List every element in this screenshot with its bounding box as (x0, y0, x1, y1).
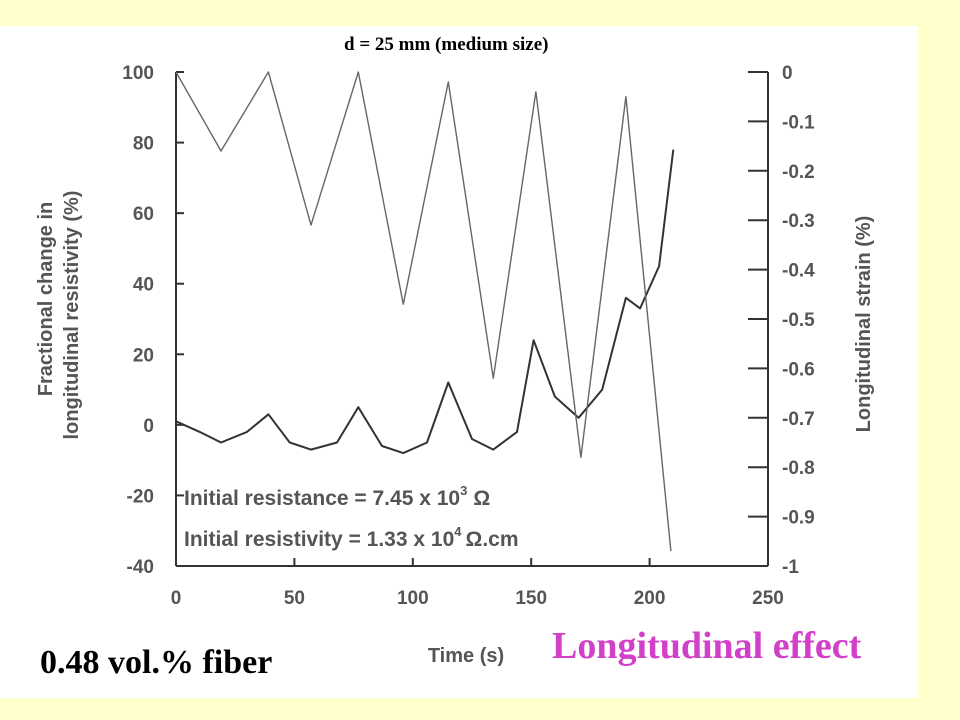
x-tick-label: 250 (752, 588, 784, 609)
x-tick-label: 150 (515, 588, 547, 609)
right-y-tick-label: -0.5 (782, 310, 815, 331)
x-axis-ticks: 0 50 100 150 200 250 (171, 558, 784, 609)
left-y-tick-label: 0 (143, 416, 154, 437)
x-tick-label: 0 (171, 588, 182, 609)
left-y-tick-label: 100 (122, 63, 154, 84)
left-y-tick-label: -40 (127, 557, 154, 578)
right-y-tick-label: -0.1 (782, 112, 815, 133)
right-y-tick-label: -0.4 (782, 261, 815, 282)
left-y-tick-label: 80 (133, 134, 154, 155)
chart-panel: 0 50 100 150 200 250 100 80 60 40 20 0 -20 -40 0 -0.1… (0, 26, 918, 698)
x-tick-label: 50 (284, 588, 305, 609)
annotation-initial-resistance: Initial resistance = 7.45 x 103 Ω (184, 483, 490, 510)
left-y-tick-label: 40 (133, 275, 154, 296)
right-y-tick-label: -0.2 (782, 162, 815, 183)
right-y-tick-label: -0.8 (782, 458, 815, 479)
right-y-tick-label: -0.9 (782, 508, 815, 529)
annotation-resistance-unit: Ω (473, 487, 490, 510)
annotation-resistivity-unit: Ω.cm (465, 528, 518, 551)
left-y-tick-label: 60 (133, 204, 154, 225)
fiber-fraction-label: 0.48 vol.% fiber (40, 644, 273, 681)
left-y-axis-label-line-1: Fractional change in (35, 202, 57, 396)
x-tick-label: 200 (634, 588, 666, 609)
strain-series-line (175, 71, 672, 552)
right-y-tick-label: 0 (782, 63, 793, 84)
chart-series (175, 71, 675, 552)
left-y-tick-label: 20 (133, 345, 154, 366)
left-y-axis-label-line-2: longitudinal resistivity (%) (61, 191, 83, 440)
annotation-resistance-prefix: Initial resistance = 7.45 x 10 (184, 487, 460, 510)
x-axis-label: Time (s) (428, 645, 504, 667)
left-y-tick-label: -20 (127, 486, 154, 507)
right-y-axis-ticks: 0 -0.1 -0.2 -0.3 -0.4 -0.5 -0.6 -0.7 -0.8 -0.9 -1 (748, 63, 815, 578)
right-y-axis-label: Longitudinal strain (%) (853, 216, 875, 433)
chart-title: d = 25 mm (medium size) (344, 34, 549, 55)
left-y-axis-ticks: 100 80 60 40 20 0 -20 -40 (122, 63, 184, 578)
x-tick-label: 100 (397, 588, 429, 609)
resistivity-series-line (175, 149, 675, 455)
annotation-resistivity-exponent: 4 (454, 524, 462, 539)
effect-label: Longitudinal effect (552, 625, 862, 667)
annotation-initial-resistivity: Initial resistivity = 1.33 x 104 Ω.cm (184, 524, 519, 551)
right-y-tick-label: -1 (782, 557, 799, 578)
right-y-tick-label: -0.3 (782, 211, 815, 232)
right-y-tick-label: -0.7 (782, 409, 815, 430)
annotation-resistivity-prefix: Initial resistivity = 1.33 x 10 (184, 528, 454, 551)
right-y-tick-label: -0.6 (782, 359, 815, 380)
annotation-resistance-exponent: 3 (460, 483, 467, 498)
